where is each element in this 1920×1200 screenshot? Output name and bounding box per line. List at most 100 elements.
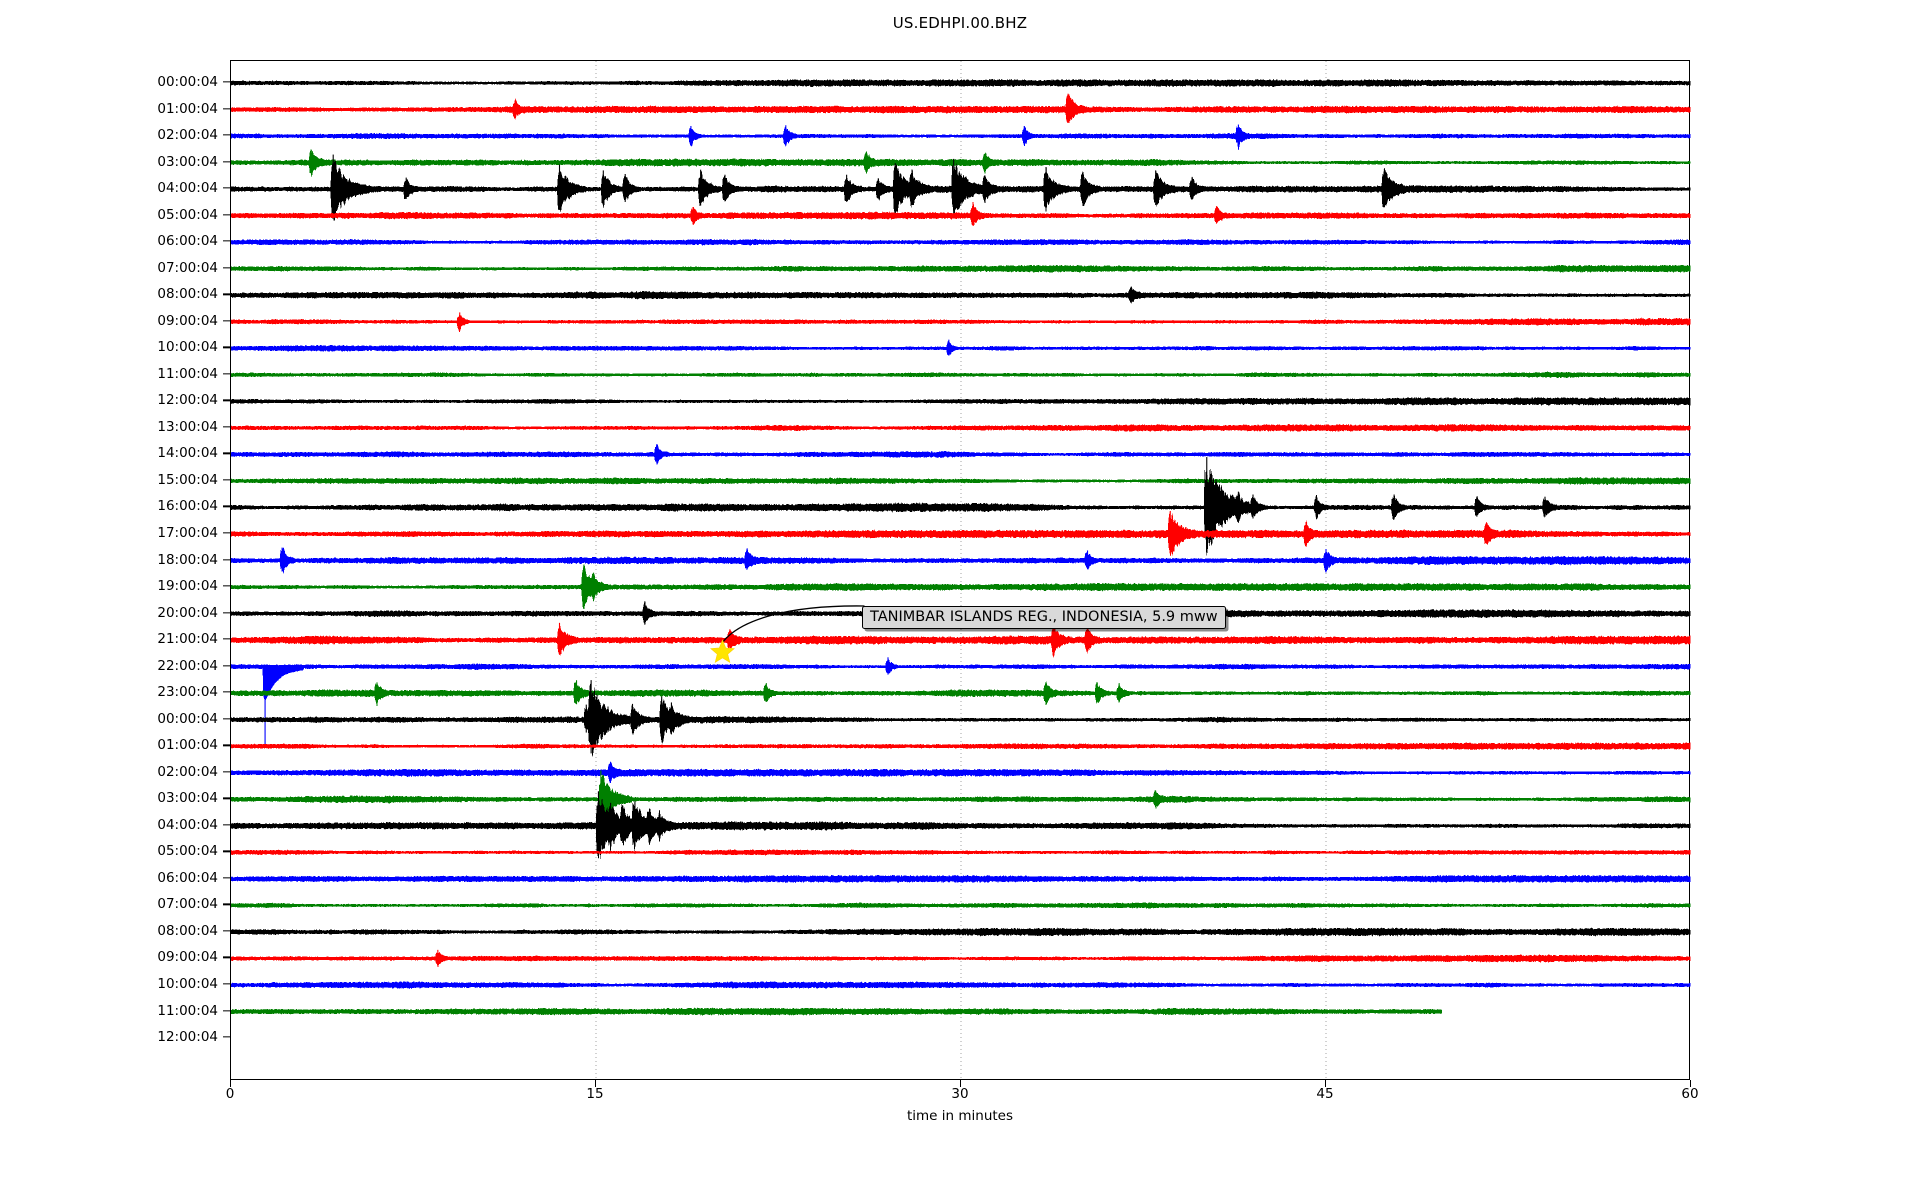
plot-area [230, 60, 1691, 1081]
y-tick-mark [223, 930, 231, 932]
trace-28 [231, 795, 1691, 860]
y-tick-mark [223, 691, 231, 693]
y-tick-label-2: 02:00:04 [157, 127, 218, 144]
page-title: US.EDHPI.00.BHZ [892, 14, 1028, 32]
trace-3 [231, 148, 1691, 177]
trace-4 [231, 160, 1691, 222]
y-tick-mark [223, 187, 231, 189]
y-tick-label-33: 09:00:04 [157, 949, 218, 966]
trace-12 [231, 396, 1691, 406]
y-tick-mark [223, 877, 231, 879]
trace-35 [231, 1007, 1443, 1016]
y-tick-mark [223, 134, 231, 136]
y-tick-mark [223, 293, 231, 295]
x-tick-mark [230, 1080, 232, 1087]
trace-11 [231, 371, 1691, 379]
trace-5 [231, 202, 1691, 227]
trace-21 [231, 624, 1691, 658]
y-tick-label-12: 12:00:04 [157, 392, 218, 409]
y-tick-label-17: 17:00:04 [157, 525, 218, 541]
trace-29 [231, 849, 1691, 856]
trace-17 [231, 512, 1691, 556]
trace-6 [231, 238, 1691, 246]
y-tick-mark [223, 479, 231, 481]
y-tick-label-10: 10:00:04 [157, 339, 218, 356]
y-tick-label-24: 00:00:04 [157, 710, 218, 727]
y-tick-label-32: 08:00:04 [157, 922, 218, 939]
seismogram-traces [231, 78, 1691, 1016]
y-tick-label-18: 18:00:04 [157, 551, 218, 568]
trace-0 [231, 78, 1691, 88]
x-tick-label-0: 0 [225, 1086, 235, 1102]
y-tick-label-19: 19:00:04 [157, 578, 218, 595]
y-tick-mark [223, 665, 231, 667]
earthquake-star-icon [710, 639, 735, 664]
x-tick-mark [960, 1080, 962, 1087]
y-tick-label-36: 12:00:04 [157, 1029, 218, 1046]
y-tick-mark [223, 638, 231, 640]
y-tick-label-26: 02:00:04 [157, 763, 218, 780]
y-tick-mark [223, 346, 231, 348]
y-tick-mark [223, 320, 231, 322]
y-tick-mark [223, 399, 231, 402]
trace-31 [231, 902, 1691, 909]
y-tick-label-30: 06:00:04 [157, 869, 218, 886]
trace-26 [231, 761, 1691, 784]
trace-1 [231, 94, 1691, 124]
y-tick-label-9: 09:00:04 [157, 312, 218, 329]
y-tick-label-23: 23:00:04 [157, 684, 218, 701]
y-tick-label-25: 01:00:04 [157, 737, 218, 754]
trace-8 [231, 286, 1691, 304]
trace-10 [231, 340, 1691, 356]
x-tick-label-3: 45 [1316, 1086, 1334, 1102]
y-tick-label-13: 13:00:04 [157, 418, 218, 435]
x-tick-label-2: 30 [951, 1086, 969, 1102]
y-tick-mark [223, 718, 231, 720]
y-tick-mark [223, 850, 231, 853]
y-tick-mark [223, 240, 231, 242]
y-tick-mark [223, 956, 231, 959]
trace-34 [231, 981, 1691, 990]
y-tick-mark [223, 213, 231, 216]
y-tick-mark [223, 81, 231, 83]
trace-2 [231, 125, 1691, 150]
trace-9 [231, 315, 1691, 333]
y-tick-label-5: 05:00:04 [157, 206, 218, 223]
trace-7 [231, 264, 1691, 273]
y-tick-label-0: 00:00:04 [157, 74, 218, 90]
trace-18 [231, 547, 1691, 574]
trace-33 [231, 952, 1691, 968]
y-tick-mark [223, 797, 231, 799]
y-tick-mark [223, 452, 231, 455]
trace-24 [231, 682, 1691, 757]
y-tick-mark [223, 983, 231, 985]
y-tick-mark [223, 267, 231, 269]
y-tick-label-22: 22:00:04 [157, 657, 218, 674]
trace-30 [231, 874, 1691, 883]
y-tick-label-21: 21:00:04 [157, 631, 218, 648]
trace-22 [231, 659, 1691, 701]
trace-14 [231, 443, 1691, 466]
trace-19 [231, 564, 1691, 610]
y-tick-label-34: 10:00:04 [157, 976, 218, 993]
y-tick-label-31: 07:00:04 [157, 896, 218, 913]
y-tick-label-4: 04:00:04 [157, 180, 218, 197]
trace-16 [231, 469, 1691, 556]
y-tick-mark [223, 558, 231, 561]
y-tick-mark [223, 903, 231, 906]
y-tick-label-14: 14:00:04 [157, 445, 218, 462]
y-tick-label-1: 01:00:04 [157, 100, 218, 117]
y-tick-label-20: 20:00:04 [157, 604, 218, 621]
trace-13 [231, 423, 1691, 433]
trace-15 [231, 477, 1691, 485]
trace-23 [231, 680, 1691, 707]
trace-27 [231, 774, 1691, 823]
x-tick-label-1: 15 [586, 1086, 604, 1102]
event-annotation-label: TANIMBAR ISLANDS REG., INDONESIA, 5.9 mw… [862, 606, 1226, 629]
y-tick-mark [223, 1009, 231, 1012]
x-tick-mark [1690, 1080, 1692, 1087]
y-tick-label-11: 11:00:04 [157, 365, 218, 382]
y-tick-label-7: 07:00:04 [157, 259, 218, 276]
y-tick-mark [223, 824, 231, 826]
